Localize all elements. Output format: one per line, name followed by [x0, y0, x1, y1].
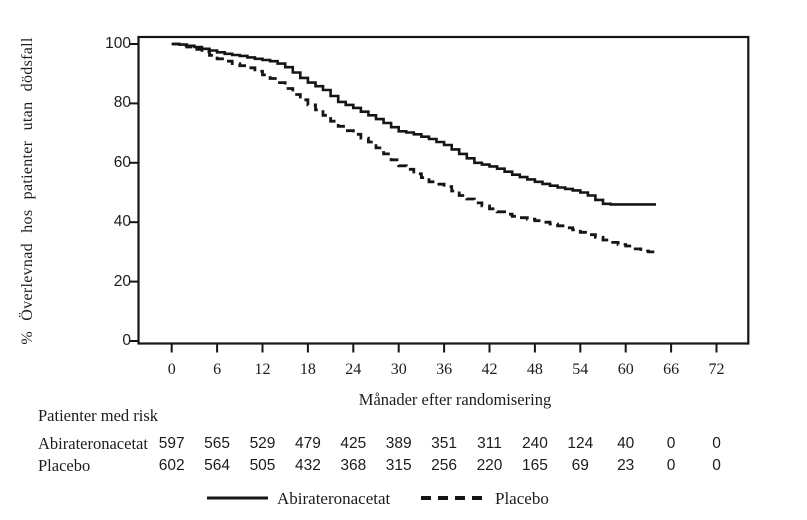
risk-count: 315 — [385, 457, 412, 474]
risk-count: 0 — [712, 457, 721, 474]
x-tick-label: 54 — [572, 361, 589, 378]
x-tick-label: 0 — [167, 361, 176, 378]
survival-curves — [171, 42, 660, 254]
risk-count: 0 — [712, 435, 721, 452]
risk-count: 311 — [477, 435, 502, 452]
x-tick-label: 36 — [436, 361, 453, 378]
risk-count: 565 — [204, 435, 231, 452]
risk-count: 389 — [385, 435, 412, 452]
risk-count: 505 — [249, 457, 276, 474]
risk-count: 40 — [617, 435, 635, 452]
risk-count: 0 — [666, 435, 676, 452]
risk-count: 23 — [617, 457, 635, 474]
x-tick-label: 48 — [526, 361, 543, 378]
x-tick-label: 60 — [617, 361, 634, 378]
plot-frame — [137, 35, 750, 345]
x-tick-label: 72 — [708, 361, 725, 378]
x-tick-label: 18 — [299, 361, 316, 378]
x-axis-title: Månader efter randomisering — [358, 390, 552, 409]
risk-count: 124 — [567, 435, 594, 452]
y-tick-label: 100 — [105, 35, 131, 52]
x-tick-label: 12 — [254, 361, 271, 378]
x-tick-label: 42 — [481, 361, 498, 378]
risk-table-title: Patienter med risk — [38, 406, 159, 425]
risk-count: 529 — [249, 435, 276, 452]
x-tick-label: 30 — [390, 361, 407, 378]
risk-count: 69 — [571, 457, 589, 474]
x-tick-label: 66 — [663, 361, 680, 378]
risk-count: 220 — [476, 457, 503, 474]
risk-count: 368 — [340, 457, 367, 474]
y-tick-label: 80 — [113, 94, 131, 112]
legend-label-abirateronacetat: Abirateronacetat — [277, 489, 391, 508]
risk-count: 256 — [431, 457, 458, 474]
curve-placebo — [171, 42, 660, 254]
risk-count: 432 — [294, 457, 321, 474]
y-tick-label: 40 — [113, 213, 131, 231]
risk-count: 425 — [340, 435, 367, 452]
axis-ticks — [129, 43, 718, 353]
y-tick-label: 20 — [113, 272, 131, 290]
x-tick-label: 24 — [345, 361, 362, 378]
curve-abirateronacetat — [171, 42, 656, 206]
risk-row-label: Abirateronacetat — [38, 434, 148, 453]
legend-label-placebo: Placebo — [495, 489, 549, 508]
risk-count: 479 — [294, 435, 321, 452]
x-tick-label: 6 — [213, 361, 222, 378]
risk-count: 564 — [204, 457, 231, 474]
risk-count: 165 — [521, 457, 548, 474]
risk-count: 351 — [431, 435, 458, 452]
y-tick-label: 60 — [113, 153, 131, 171]
risk-count: 597 — [158, 435, 185, 452]
y-axis-title: % Överlevnad hos patienter utan dödsfall — [19, 37, 36, 345]
risk-count: 240 — [521, 435, 548, 452]
y-tick-label: 0 — [122, 332, 131, 349]
risk-count: 602 — [158, 457, 185, 474]
risk-row-label: Placebo — [38, 456, 91, 475]
risk-count: 0 — [666, 457, 676, 474]
